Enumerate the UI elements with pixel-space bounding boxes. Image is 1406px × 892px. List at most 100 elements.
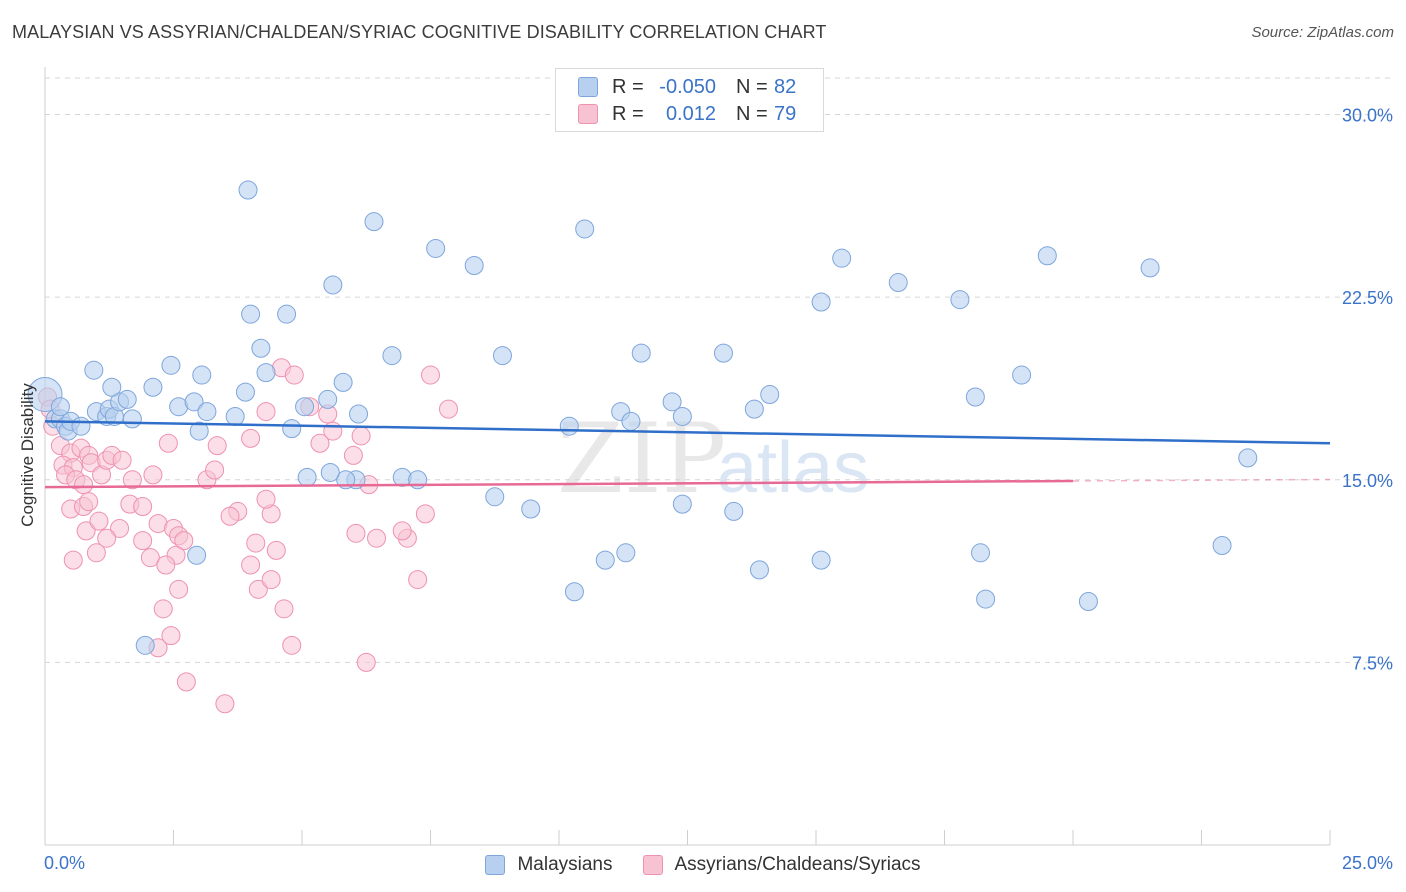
- malaysian-point: [662, 392, 682, 412]
- assyrian-point: [133, 531, 153, 551]
- assyrian-point: [86, 543, 106, 563]
- malaysian-point: [1140, 258, 1160, 278]
- legend-label-malaysians: Malaysians: [517, 854, 613, 875]
- malaysian-point: [621, 411, 641, 431]
- assyrian-point: [241, 428, 261, 448]
- malaysian-point: [50, 397, 70, 417]
- x-tick-label: 25.0%: [1342, 853, 1393, 873]
- y-tick-label: 30.0%: [1342, 106, 1393, 126]
- legend-row-malaysians: R = -0.050 N = 82: [578, 74, 796, 100]
- malaysian-point: [364, 212, 384, 232]
- malaysians-trend-line: [44, 420, 1331, 445]
- malaysian-point: [241, 304, 261, 324]
- assyrian-point: [205, 460, 225, 480]
- axes: [44, 67, 1331, 846]
- malaysian-point: [575, 219, 595, 239]
- assyrian-point: [176, 672, 196, 692]
- malaysian-point: [749, 560, 769, 580]
- assyrian-point: [266, 540, 286, 560]
- assyrian-point: [346, 523, 366, 543]
- assyrian-point: [246, 533, 266, 553]
- malaysian-point: [713, 343, 733, 363]
- malaysian-point: [970, 543, 990, 563]
- y-axis-label: Cognitive Disability: [18, 383, 37, 527]
- assyrian-point: [76, 521, 96, 541]
- source-credit: Source: ZipAtlas.com: [1251, 24, 1394, 41]
- malaysian-point: [349, 404, 369, 424]
- malaysian-point: [521, 499, 541, 519]
- malaysian-point: [595, 550, 615, 570]
- assyrian-point: [174, 531, 194, 551]
- malaysian-point: [102, 377, 122, 397]
- assyrians-trend-extension: [1072, 478, 1331, 482]
- malaysian-point: [71, 416, 91, 436]
- assyrian-point: [89, 511, 109, 531]
- assyrian-point: [392, 521, 412, 541]
- malaysian-point: [672, 494, 692, 514]
- malaysian-point: [811, 550, 831, 570]
- assyrian-point: [356, 652, 376, 672]
- malaysian-point: [492, 346, 512, 366]
- assyrian-point: [133, 497, 153, 517]
- assyrian-point: [241, 555, 261, 575]
- assyrian-point: [438, 399, 458, 419]
- malaysian-point: [323, 275, 343, 295]
- malaysian-point: [426, 238, 446, 258]
- assyrian-point: [343, 445, 363, 465]
- legend-label-assyrians: Assyrians/Chaldeans/Syriacs: [674, 854, 921, 875]
- assyrian-point: [153, 599, 173, 619]
- malaysian-point: [238, 180, 258, 200]
- assyrian-point: [156, 555, 176, 575]
- malaysian-point: [161, 355, 181, 375]
- legend-n-label: N =: [736, 75, 768, 98]
- assyrian-point: [415, 504, 435, 524]
- grid-lines: [45, 77, 1394, 663]
- malaysian-point: [187, 545, 207, 565]
- malaysian-point: [333, 372, 353, 392]
- assyrian-point: [220, 506, 240, 526]
- malaysian-point: [277, 304, 297, 324]
- assyrian-point: [261, 570, 281, 590]
- legend-item-assyrians[interactable]: Assyrians/Chaldeans/Syriacs: [642, 854, 921, 876]
- correlation-legend: R = -0.050 N = 82 R = 0.012 N = 79: [555, 68, 824, 132]
- legend-item-malaysians[interactable]: Malaysians: [485, 854, 613, 876]
- assyrian-point: [158, 433, 178, 453]
- legend-swatch-pink: [642, 855, 663, 875]
- y-tick-label: 15.0%: [1342, 471, 1393, 491]
- y-tick-label: 7.5%: [1352, 653, 1393, 673]
- y-tick-label: 22.5%: [1342, 288, 1393, 308]
- legend-n-value: 79: [774, 102, 797, 125]
- malaysian-point: [225, 406, 245, 426]
- assyrian-point: [282, 635, 302, 655]
- malaysian-point: [135, 635, 155, 655]
- assyrian-point: [74, 475, 94, 495]
- assyrian-point: [63, 550, 83, 570]
- tick-labels: 7.5% 15.0% 22.5% 30.0% 0.0% 25.0%: [44, 106, 1393, 873]
- legend-n-value: 82: [774, 75, 797, 98]
- malaysian-point: [485, 487, 505, 507]
- malaysian-point: [282, 419, 302, 439]
- assyrian-point: [367, 528, 387, 548]
- legend-swatch-pink: [578, 104, 598, 124]
- legend-r-label: R =: [612, 102, 644, 125]
- assyrian-point: [351, 426, 371, 446]
- malaysian-point: [189, 421, 209, 441]
- malaysian-point: [724, 501, 744, 521]
- malaysian-point: [197, 402, 217, 422]
- malaysian-point: [318, 389, 338, 409]
- malaysian-point: [631, 343, 651, 363]
- malaysian-point: [122, 409, 142, 429]
- malaysian-point: [84, 360, 104, 380]
- assyrian-point: [256, 402, 276, 422]
- malaysian-point: [1078, 592, 1098, 612]
- assyrian-point: [143, 465, 163, 485]
- assyrian-point: [310, 433, 330, 453]
- malaysian-point: [117, 389, 137, 409]
- assyrian-point: [274, 599, 294, 619]
- malaysian-point: [297, 467, 317, 487]
- malaysian-point: [295, 397, 315, 417]
- malaysian-point: [464, 255, 484, 275]
- legend-row-assyrians: R = 0.012 N = 79: [578, 101, 796, 127]
- malaysian-point: [235, 382, 255, 402]
